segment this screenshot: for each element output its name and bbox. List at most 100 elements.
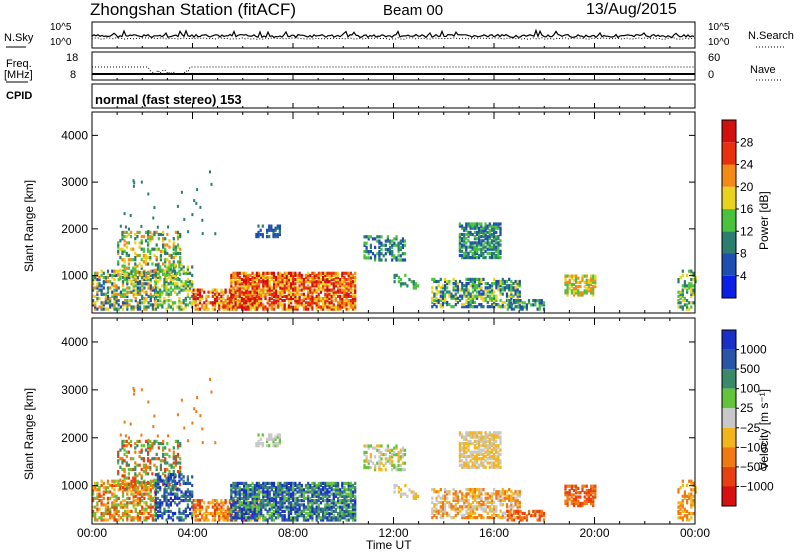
velocity-echo-cell [174, 459, 177, 463]
velocity-echo-cell [450, 503, 453, 507]
power-echo-cell [516, 279, 519, 284]
power-echo-cell [480, 294, 483, 298]
velocity-echo-cell [255, 509, 258, 513]
power-echo-cell [683, 284, 686, 288]
power-echo-cell [354, 280, 357, 284]
velocity-echo-cell [155, 467, 158, 472]
power-echo-cell [230, 288, 233, 292]
velocity-echo-cell [311, 481, 314, 485]
power-echo-cell [577, 291, 580, 295]
power-echo-cell [363, 235, 366, 239]
power-echo-cell [272, 299, 276, 303]
velocity-echo-cell [313, 507, 316, 511]
power-echo-cell [258, 286, 261, 290]
power-echo-cell [463, 232, 466, 237]
velocity-echo-cell [245, 488, 248, 492]
power-echo-cell [145, 282, 148, 286]
power-echo-cell [292, 280, 295, 284]
velocity-echo-cell [322, 514, 325, 518]
velocity-echo-cell [493, 488, 496, 492]
power-echo-cell [452, 294, 455, 298]
power-echo-cell [577, 280, 580, 284]
velocity-echo-cell [130, 481, 133, 485]
power-echo-cell [179, 260, 182, 264]
velocity-echo-cell [213, 499, 217, 503]
velocity-echo-cell [478, 496, 481, 500]
velocity-echo-cell [260, 483, 263, 488]
power-echo-cell [174, 277, 177, 281]
power-echo-cell [319, 282, 323, 286]
power-echo-cell [328, 301, 331, 305]
velocity-echo-cell [153, 483, 156, 487]
power-echo-cell [262, 286, 265, 290]
velocity-echo-cell [395, 465, 398, 470]
velocity-echo-cell [125, 476, 128, 480]
power-echo-cell [332, 307, 335, 311]
velocity-echo-cell [376, 444, 379, 448]
velocity-echo-cell [326, 496, 329, 500]
power-echo-cell [140, 270, 143, 274]
velocity-echo-cell [162, 483, 165, 487]
velocity-echo-cell [117, 454, 120, 459]
power-echo-cell [319, 307, 323, 311]
velocity-echo-cell [369, 444, 372, 448]
velocity-echo-cell [365, 459, 368, 463]
power-echo-cell [174, 301, 177, 305]
power-echo-cell [270, 228, 273, 232]
velocity-echo-cell [270, 496, 273, 500]
power-echo-cell [176, 260, 180, 264]
velocity-echo-cell [134, 450, 137, 454]
power-echo-cell [121, 264, 124, 268]
velocity-echo-cell [378, 448, 381, 452]
power-echo-cell [167, 275, 170, 280]
power-echo-cell [594, 280, 597, 284]
velocity-echo-cell [264, 490, 267, 494]
velocity-echo-cell [196, 518, 199, 522]
velocity-echo-cell [102, 486, 105, 490]
velocity-echo-cell [417, 494, 420, 498]
power-echo-cell [476, 277, 479, 281]
power-echo-cell [144, 262, 148, 266]
power-echo-cell [488, 228, 491, 232]
power-echo-cell [467, 251, 470, 255]
velocity-echo-cell [216, 511, 219, 516]
velocity-echo-cell [343, 490, 346, 494]
power-echo-cell [315, 294, 318, 298]
velocity-echo-cell [272, 437, 275, 441]
power-echo-cell [213, 307, 217, 311]
velocity-echo-cell [240, 481, 244, 485]
velocity-echo-cell [397, 463, 400, 467]
velocity-echo-cell [307, 505, 310, 509]
power-echo-cell [266, 280, 269, 284]
velocity-echo-cell [159, 503, 162, 507]
velocity-echo-cell [339, 494, 342, 498]
power-echo-cell [490, 228, 494, 232]
power-echo-cell [247, 305, 250, 309]
velocity-echo-cell [345, 496, 348, 500]
power-echo-cell [326, 305, 329, 309]
power-echo-cell [300, 299, 303, 303]
power-echo-cell [488, 245, 491, 249]
velocity-echo-cell [328, 507, 331, 511]
velocity-echo-cell [245, 486, 248, 490]
power-echo-cell [169, 265, 172, 269]
power-echo-cell [162, 237, 165, 241]
power-echo-cell [94, 303, 97, 307]
power-echo-cell [111, 269, 114, 273]
velocity-echo-cell [92, 511, 95, 516]
power-echo-cell [111, 303, 114, 307]
power-echo-cell [467, 235, 470, 239]
velocity-echo-cell [257, 442, 260, 446]
velocity-echo-cell [169, 501, 172, 505]
power-echo-cell [681, 294, 684, 298]
power-echo-cell [247, 301, 250, 305]
power-echo-cell [132, 294, 135, 298]
power-echo-cell [149, 237, 152, 241]
power-echo-cell [497, 247, 500, 251]
power-echo-cell [491, 286, 494, 290]
power-echo-cell [149, 271, 152, 275]
velocity-echo-cell [96, 503, 99, 507]
velocity-echo-cell [465, 500, 468, 505]
velocity-echo-cell [247, 516, 250, 520]
velocity-echo-cell [129, 485, 133, 489]
